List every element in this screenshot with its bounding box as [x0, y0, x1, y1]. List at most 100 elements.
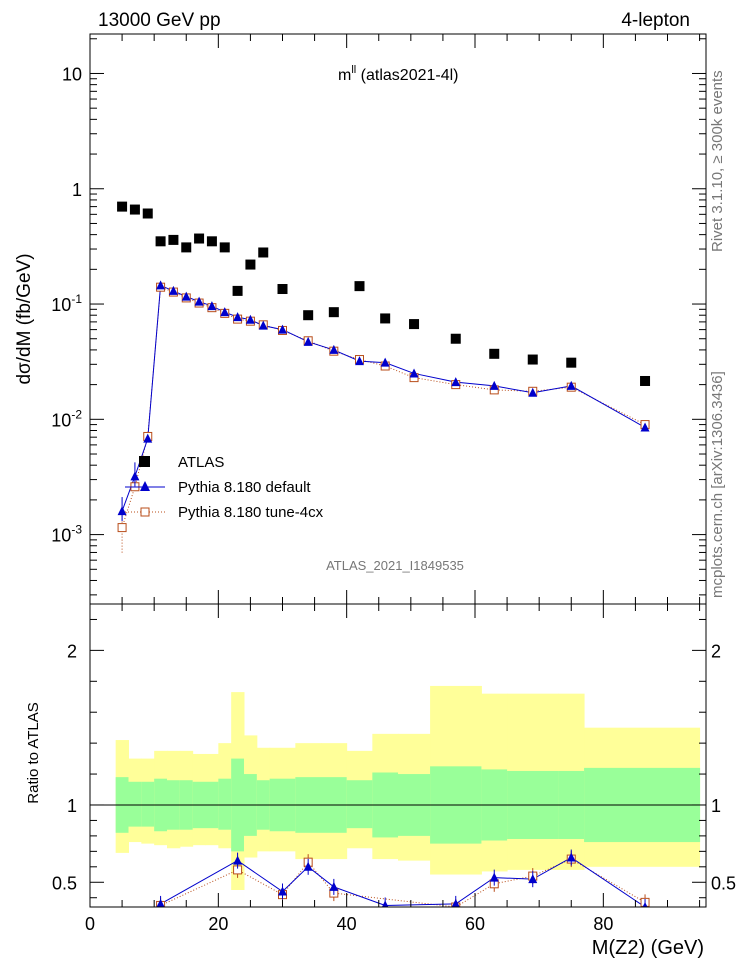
- legend: ATLAS Pythia 8.180 default Pythia 8.180 …: [125, 454, 324, 521]
- plot-title: mll (atlas2021-4l): [338, 64, 459, 84]
- default-point: [278, 324, 287, 334]
- default-point: [220, 307, 230, 317]
- ratio-ticks: 0 20 40 60 80 2 2 1 1 0.5 0.5: [52, 604, 736, 934]
- default-point: [451, 377, 461, 387]
- default-point: [355, 356, 364, 366]
- ratio-default-point: [278, 886, 287, 896]
- ratio-default-point: [233, 855, 243, 865]
- legend-default-label: Pythia 8.180 default: [178, 479, 311, 496]
- ratio-default-point: [489, 872, 499, 882]
- atlas-point: [219, 242, 230, 253]
- xlabel: M(Z2) (GeV): [592, 937, 704, 959]
- atlas-point: [328, 307, 339, 318]
- ratio-default-point: [381, 900, 389, 907]
- plot-title-rest: (atlas2021-4l): [356, 67, 458, 84]
- y-tick-label: 10-2: [51, 407, 82, 430]
- default-point: [194, 296, 204, 306]
- ratio-y-tick-label-left: 2: [67, 641, 77, 661]
- mcplots-label: mcplots.cern.ch [arXiv:1306.3436]: [709, 371, 726, 598]
- band-inner: [346, 780, 373, 829]
- y-tick-label: 10-1: [51, 292, 82, 315]
- header-right: 4-lepton: [621, 10, 690, 31]
- x-tick-label: 0: [85, 914, 95, 934]
- legend-atlas-label: ATLAS: [178, 454, 224, 471]
- analysis-id: ATLAS_2021_I1849535: [326, 558, 464, 573]
- main-panel: 10-3 10-2 10-1 1 10 mll (atlas2021-4l) ATLAS…: [51, 33, 707, 605]
- x-tick-label: 60: [465, 914, 485, 934]
- main-series: [117, 201, 651, 554]
- rivet-label: Rivet 3.1.10, ≥ 300k events: [709, 70, 726, 252]
- default-point: [156, 280, 166, 290]
- atlas-point: [206, 236, 217, 247]
- atlas-point: [232, 285, 243, 296]
- band-inner: [218, 778, 232, 830]
- atlas-point: [142, 208, 153, 219]
- ratio-panel: 0 20 40 60 80 2 2 1 1 0.5 0.5: [52, 603, 736, 934]
- default-point: [207, 301, 217, 311]
- atlas-point: [450, 333, 461, 344]
- default-point: [181, 291, 191, 301]
- default-point: [566, 380, 576, 390]
- default-point: [168, 285, 178, 295]
- header-left: 13000 GeV pp: [98, 10, 221, 31]
- ratio-ylabel: Ratio to ATLAS: [25, 702, 42, 803]
- band-inner: [128, 781, 142, 827]
- default-point: [143, 433, 153, 443]
- legend-default-marker: [140, 481, 150, 491]
- y-tick-label: 1: [72, 180, 82, 200]
- atlas-point: [303, 310, 314, 321]
- ratio-default-point: [528, 874, 538, 884]
- atlas-point: [168, 234, 179, 245]
- band-inner: [141, 781, 155, 827]
- plot-title-main: m: [338, 67, 351, 84]
- atlas-point: [129, 204, 140, 215]
- ratio-y-tick-label-right: 2: [711, 641, 721, 661]
- ratio-default-point: [329, 881, 339, 891]
- x-tick-label: 20: [208, 914, 228, 934]
- atlas-point: [489, 348, 500, 359]
- ratio-bands: [115, 685, 701, 890]
- ratio-y-tick-label-left: 1: [67, 796, 77, 816]
- atlas-point: [380, 313, 391, 324]
- ratio-y-tick-label-right: 1: [711, 796, 721, 816]
- ratio-default-point: [451, 898, 460, 907]
- default-point: [117, 506, 127, 516]
- ratio-default-point: [642, 902, 648, 907]
- atlas-point: [245, 259, 256, 270]
- ratio-frame: [89, 603, 707, 908]
- ratio-default-point: [566, 852, 576, 862]
- default-point: [303, 336, 313, 346]
- atlas-point: [640, 375, 651, 386]
- atlas-point: [566, 357, 577, 368]
- y-tick-label: 10-3: [51, 523, 82, 546]
- legend-tune-label: Pythia 8.180 tune-4cx: [178, 504, 324, 521]
- default-point: [640, 422, 650, 432]
- default-point: [130, 471, 140, 481]
- atlas-point: [277, 284, 288, 295]
- default-point: [528, 387, 538, 397]
- ratio-default-point: [156, 898, 165, 907]
- atlas-point: [117, 201, 128, 212]
- atlas-point: [409, 319, 420, 330]
- ratio-series: [156, 849, 650, 907]
- atlas-point: [258, 247, 269, 258]
- legend-atlas-marker: [139, 456, 150, 467]
- atlas-point: [194, 233, 205, 244]
- default-point: [245, 314, 255, 324]
- ratio-default-point: [303, 861, 313, 871]
- x-tick-label: 40: [337, 914, 357, 934]
- default-point: [409, 368, 419, 378]
- default-point: [258, 320, 268, 330]
- default-point: [489, 380, 499, 390]
- atlas-point: [155, 236, 166, 247]
- ratio-series-clip: [156, 849, 650, 907]
- atlas-point: [354, 281, 365, 292]
- tune-point: [117, 523, 127, 533]
- ratio-tune-line: [160, 858, 646, 907]
- default-point: [329, 344, 339, 354]
- main-ticks: 10-3 10-2 10-1 1 10: [51, 34, 706, 604]
- default-point: [380, 357, 390, 367]
- plot-title-sup: ll: [351, 64, 356, 76]
- default-point: [233, 312, 243, 322]
